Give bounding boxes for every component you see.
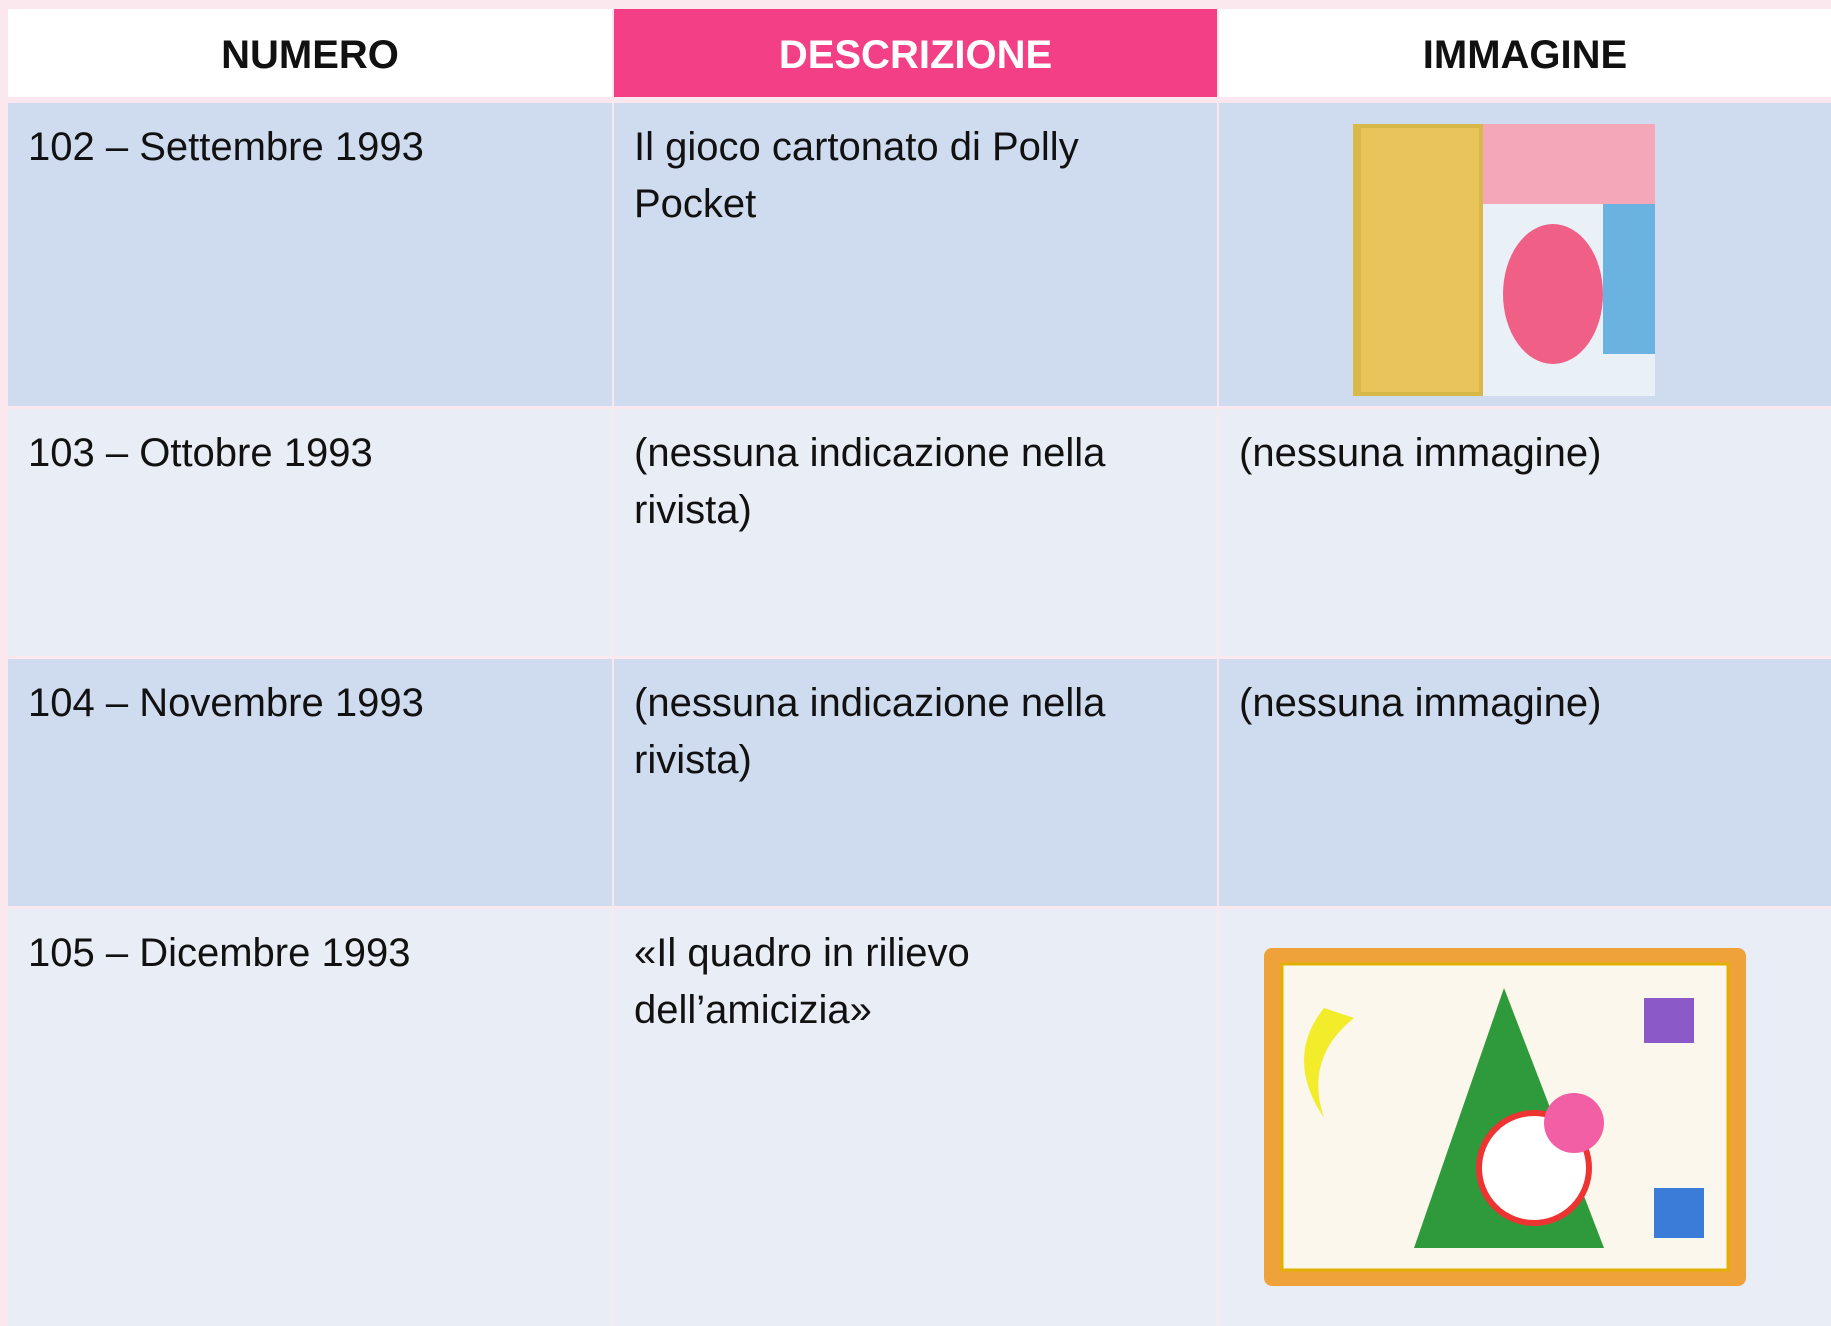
header-cell: NUMERO (8, 9, 612, 97)
cell: 102 – Settembre 1993 (8, 103, 612, 406)
cell: 104 – Novembre 1993 (8, 659, 612, 906)
cell: 103 – Ottobre 1993 (8, 409, 612, 656)
cell: Il gioco cartonato di Polly Pocket (614, 103, 1217, 406)
picture-image (1264, 948, 1746, 1286)
cell: (nessuna indicazione nella rivista) (614, 409, 1217, 656)
cell: «Il quadro in rilievo dell’amicizia» (614, 909, 1217, 1326)
cell: (nessuna indicazione nella rivista) (614, 659, 1217, 906)
cell: (nessuna immagine) (1219, 659, 1831, 906)
header-cell: IMMAGINE (1219, 9, 1831, 97)
cell: (nessuna immagine) (1219, 409, 1831, 656)
product-image (1353, 124, 1655, 396)
cell: 105 – Dicembre 1993 (8, 909, 612, 1326)
header-cell: DESCRIZIONE (614, 9, 1217, 97)
